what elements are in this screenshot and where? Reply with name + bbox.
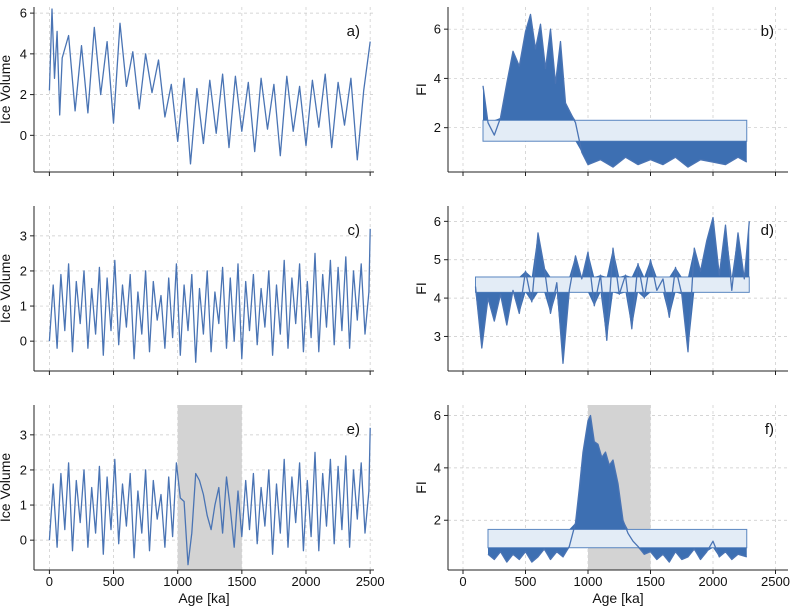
panel-d: 3 4 5 6 FI d): [413, 206, 788, 375]
y-tick-label: 6: [434, 22, 441, 37]
series-line: [48, 427, 371, 566]
panel-label: b): [761, 23, 774, 40]
series-line: [482, 13, 748, 168]
x-tick-label: 2500: [761, 574, 790, 589]
x-tick-label: 1500: [636, 574, 665, 589]
y-tick-label: 2: [434, 513, 441, 528]
x-axis-label: Age [ka]: [178, 590, 229, 606]
y-tick-label: 0: [20, 533, 27, 548]
y-axis-label: FI: [413, 481, 429, 493]
confidence-band: [475, 276, 750, 293]
confidence-band: [482, 119, 748, 142]
x-tick-label: 0: [46, 574, 53, 589]
y-tick-label: 1: [20, 498, 27, 513]
series-line: [48, 8, 371, 165]
x-tick-label: 1500: [227, 574, 256, 589]
x-tick-label: 2000: [292, 574, 321, 589]
series-line: [474, 216, 750, 364]
x-tick-label: 0: [459, 574, 466, 589]
series-line: [48, 228, 371, 363]
y-tick-label: 6: [20, 6, 27, 21]
fill-above-band: [488, 415, 747, 530]
y-tick-label: 2: [20, 462, 27, 477]
panel-c: 0 1 2 3 Ice Volume c): [0, 206, 374, 375]
y-tick-label: 0: [20, 128, 27, 143]
y-tick-label: 6: [434, 214, 441, 229]
y-axis-label: Ice Volume: [0, 254, 13, 323]
fill-above-band: [483, 14, 747, 121]
x-tick-label: 1000: [163, 574, 192, 589]
y-tick-label: 3: [20, 228, 27, 243]
x-tick-label: 1000: [574, 574, 603, 589]
series-line: [487, 414, 747, 563]
y-axis-label: Ice Volume: [0, 55, 13, 124]
panel-b: 2 4 6 FI b): [413, 7, 788, 176]
shaded-interval: [177, 405, 242, 570]
y-tick-label: 0: [20, 334, 27, 349]
y-tick-label: 2: [20, 263, 27, 278]
fill-below-band: [483, 141, 747, 168]
y-tick-label: 3: [434, 329, 441, 344]
x-tick-label: 2500: [356, 574, 385, 589]
y-axis-label: FI: [413, 83, 429, 95]
y-tick-label: 2: [434, 120, 441, 135]
panel-e: 0 500 1000 1500 2000 2500 0 1 2 3 Ice Volume Age [k…: [0, 405, 385, 606]
y-tick-label: 4: [20, 46, 27, 61]
panel-label: a): [347, 23, 360, 40]
panel-a: 0 2 4 6 Ice Volume a): [0, 6, 374, 176]
panel-label: d): [761, 222, 774, 239]
panel-label: f): [765, 421, 774, 438]
x-tick-label: 2000: [699, 574, 728, 589]
confidence-band: [487, 528, 748, 549]
x-tick-label: 500: [103, 574, 125, 589]
panel-label: c): [348, 222, 361, 239]
x-tick-label: 500: [515, 574, 537, 589]
x-axis-label: Age [ka]: [592, 590, 643, 606]
y-tick-label: 2: [20, 87, 27, 102]
y-axis-label: FI: [413, 282, 429, 294]
panel-f: 0 500 1000 1500 2000 2500 2 4 6 FI Age [ka] f): [413, 405, 790, 606]
y-tick-label: 5: [434, 252, 441, 267]
panel-label: e): [347, 421, 360, 438]
y-tick-label: 4: [434, 460, 441, 475]
y-tick-label: 4: [434, 71, 441, 86]
y-tick-label: 4: [434, 291, 441, 306]
fill-above-band: [475, 217, 750, 277]
fill-below-band: [475, 292, 750, 364]
y-tick-label: 1: [20, 299, 27, 314]
y-tick-label: 3: [20, 427, 27, 442]
y-axis-label: Ice Volume: [0, 453, 13, 522]
y-tick-label: 6: [434, 408, 441, 423]
fill-below-band: [488, 547, 747, 563]
